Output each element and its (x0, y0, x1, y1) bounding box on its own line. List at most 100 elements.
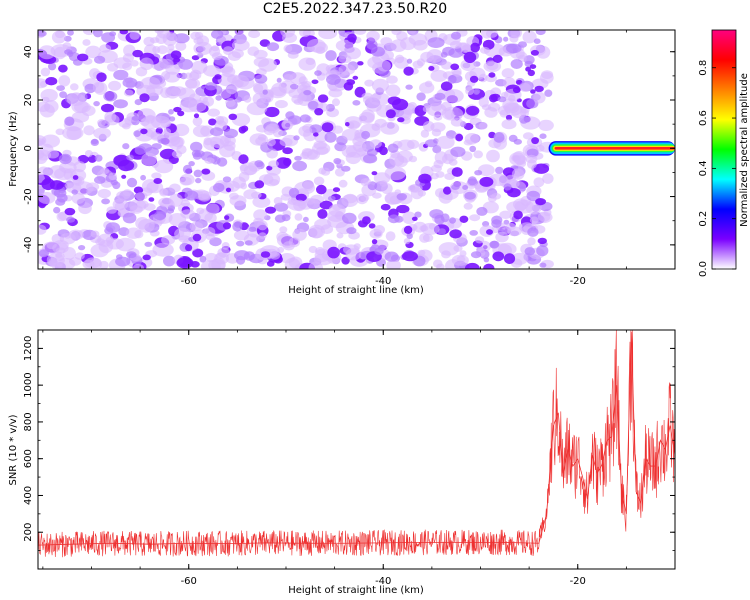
noise-cell (184, 72, 192, 80)
noise-cell (319, 200, 333, 210)
noise-cell (185, 244, 193, 252)
noise-cell (465, 86, 475, 96)
spectrogram-y-axis-label: Frequency (Hz) (8, 111, 19, 187)
noise-cell (459, 215, 469, 223)
noise-cell (273, 197, 283, 205)
noise-cell (97, 119, 106, 127)
noise-cell (464, 133, 480, 145)
noise-cell (366, 39, 378, 50)
noise-cell (380, 37, 393, 46)
noise-cell (64, 207, 76, 216)
noise-cell (122, 212, 137, 224)
noise-cell (474, 170, 483, 176)
noise-cell (336, 232, 344, 239)
noise-cell (492, 54, 503, 64)
noise-cell (94, 154, 103, 162)
colorbar-tick-label: 0.2 (698, 211, 709, 227)
noise-cell (411, 216, 418, 221)
noise-cell (253, 49, 268, 60)
noise-cell (93, 30, 103, 38)
noise-cell (240, 182, 248, 190)
noise-cell (469, 75, 479, 83)
noise-cell (236, 255, 246, 265)
noise-cell (392, 98, 409, 111)
noise-cell (169, 193, 183, 207)
noise-cell (299, 84, 308, 91)
noise-cell (292, 160, 307, 172)
noise-cell (384, 251, 399, 262)
noise-cell (115, 256, 131, 267)
noise-cell (139, 93, 150, 103)
spectrogram-y-ticks: -40 -20 0 20 40 (23, 45, 675, 270)
noise-cell (164, 86, 181, 99)
noise-cell (159, 188, 168, 196)
noise-cell (203, 137, 212, 146)
noise-cell (397, 117, 405, 123)
noise-cell (258, 232, 267, 240)
noise-cell (403, 238, 411, 245)
noise-cell (368, 223, 376, 229)
noise-cell (236, 240, 245, 247)
noise-cell (294, 213, 303, 221)
noise-cell (45, 77, 58, 86)
noise-cell (53, 46, 67, 60)
noise-cell (255, 137, 267, 146)
noise-cell (284, 257, 301, 269)
noise-cell (293, 135, 300, 141)
noise-cell (338, 64, 356, 76)
noise-cell (59, 91, 67, 99)
noise-cell (48, 257, 58, 267)
noise-cell (122, 62, 133, 71)
noise-cell (327, 195, 336, 202)
noise-cell (317, 94, 329, 103)
noise-cell (179, 173, 195, 186)
noise-cell (224, 215, 230, 221)
noise-cell (537, 212, 551, 222)
noise-cell (153, 178, 163, 184)
noise-cell (519, 82, 531, 92)
colorbar-ticks: 0.0 0.2 0.4 0.6 0.8 (698, 60, 736, 277)
snr-y-axis-label: SNR (10 * v/v) (8, 414, 19, 485)
noise-cell (384, 166, 406, 181)
noise-cell (134, 145, 146, 155)
noise-cell (198, 193, 211, 202)
noise-cell (204, 212, 217, 223)
noise-cell (178, 59, 194, 70)
noise-cell (283, 44, 293, 53)
colorbar-label: Normalized spectral amplitude (739, 73, 750, 227)
y-tick-label: 0 (23, 145, 34, 151)
noise-cell (192, 248, 204, 258)
noise-cell (436, 263, 445, 269)
noise-cell (313, 132, 319, 137)
noise-cell (316, 184, 327, 195)
noise-cell (193, 169, 203, 178)
noise-cell (154, 159, 174, 174)
noise-cell (174, 227, 191, 241)
noise-cell (299, 114, 311, 123)
noise-cell (279, 137, 293, 147)
noise-cell (253, 209, 268, 221)
noise-cell (238, 171, 250, 182)
noise-cell (303, 180, 315, 191)
noise-cell (522, 30, 537, 44)
noise-cell (266, 260, 275, 267)
noise-cell (182, 164, 193, 174)
noise-cell (253, 217, 264, 225)
noise-cell (497, 96, 507, 103)
noise-cell (131, 115, 140, 121)
colorbar-gradient (711, 29, 737, 270)
noise-cell (321, 167, 331, 176)
noise-cell (254, 180, 265, 189)
noise-cell (314, 70, 322, 76)
noise-cell (346, 227, 357, 235)
noise-cell (535, 198, 546, 206)
noise-cell (533, 177, 545, 188)
noise-cell (332, 125, 344, 134)
y-tick-label: 800 (23, 412, 34, 431)
noise-cell (467, 176, 477, 186)
noise-cell (133, 130, 141, 138)
noise-cell (140, 128, 148, 135)
noise-cell (58, 75, 71, 87)
noise-cell (450, 63, 460, 71)
noise-cell (403, 66, 414, 76)
